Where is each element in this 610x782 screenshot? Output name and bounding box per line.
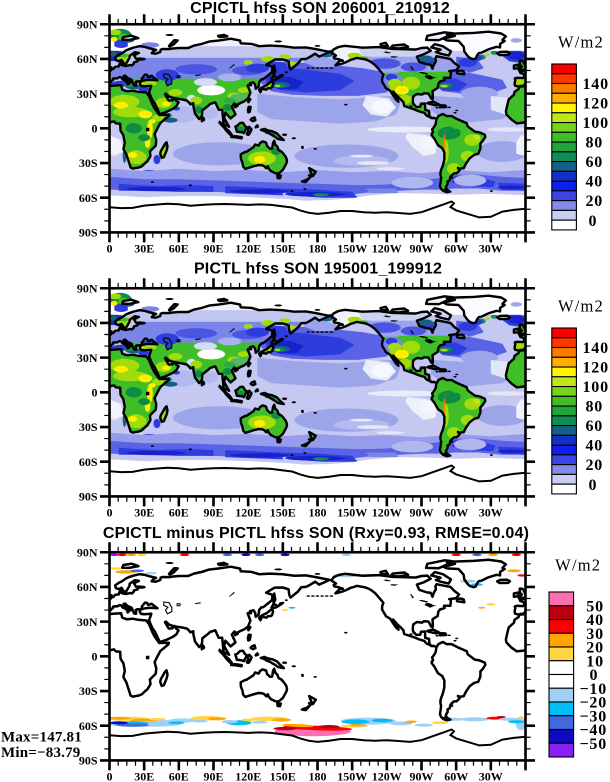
svg-text:−20: −20 [580, 695, 608, 712]
svg-text:30E: 30E [134, 769, 154, 782]
svg-text:30N: 30N [77, 87, 98, 101]
svg-text:120E: 120E [235, 241, 261, 255]
svg-text:W/m2: W/m2 [555, 556, 601, 575]
svg-text:180: 180 [309, 505, 327, 519]
svg-text:30S: 30S [79, 420, 98, 434]
svg-text:90E: 90E [203, 241, 223, 255]
svg-text:90W: 90W [410, 241, 434, 255]
svg-text:60: 60 [586, 154, 604, 171]
svg-text:60W: 60W [444, 505, 468, 519]
svg-text:90E: 90E [203, 769, 223, 782]
svg-text:60: 60 [586, 418, 604, 435]
svg-text:CPICTL hfss SON 206001_210912: CPICTL hfss SON 206001_210912 [190, 0, 450, 17]
svg-text:60N: 60N [77, 316, 98, 330]
svg-text:90N: 90N [77, 281, 98, 295]
svg-text:20: 20 [586, 193, 604, 210]
svg-text:40: 40 [586, 438, 604, 455]
svg-text:140: 140 [583, 76, 609, 93]
svg-text:140: 140 [583, 340, 609, 357]
svg-text:0: 0 [92, 650, 98, 664]
svg-text:30W: 30W [479, 769, 503, 782]
svg-text:80: 80 [586, 399, 604, 416]
svg-text:120: 120 [583, 360, 609, 377]
svg-text:90W: 90W [410, 505, 434, 519]
svg-text:60E: 60E [169, 769, 189, 782]
svg-text:150E: 150E [270, 769, 296, 782]
svg-text:30S: 30S [79, 156, 98, 170]
svg-text:Min=−83.79: Min=−83.79 [1, 745, 81, 761]
svg-text:−40: −40 [580, 722, 608, 739]
svg-text:120E: 120E [235, 769, 261, 782]
svg-text:120W: 120W [372, 241, 402, 255]
svg-text:60W: 60W [444, 241, 468, 255]
svg-text:100: 100 [583, 115, 609, 132]
svg-text:120W: 120W [372, 505, 402, 519]
svg-text:120W: 120W [372, 769, 402, 782]
svg-text:60E: 60E [169, 505, 189, 519]
svg-text:100: 100 [583, 379, 609, 396]
svg-text:Max=147.81: Max=147.81 [1, 730, 82, 746]
svg-text:30W: 30W [479, 241, 503, 255]
svg-text:0: 0 [590, 667, 599, 684]
svg-text:CPICTL minus PICTL hfss SON (R: CPICTL minus PICTL hfss SON (Rxy=0.93, R… [103, 525, 529, 542]
svg-text:90E: 90E [203, 505, 223, 519]
svg-text:0: 0 [107, 241, 113, 255]
svg-text:30W: 30W [479, 505, 503, 519]
svg-text:0: 0 [589, 213, 598, 230]
svg-text:30: 30 [586, 626, 604, 643]
svg-text:W/m2: W/m2 [558, 33, 604, 52]
svg-text:90N: 90N [77, 17, 98, 31]
svg-text:90N: 90N [77, 546, 98, 560]
svg-text:60N: 60N [77, 52, 98, 66]
svg-text:60N: 60N [77, 580, 98, 594]
svg-text:90S: 90S [79, 490, 98, 504]
svg-text:150W: 150W [337, 769, 367, 782]
svg-text:90W: 90W [410, 769, 434, 782]
svg-text:90S: 90S [79, 754, 98, 768]
svg-text:80: 80 [586, 135, 604, 152]
svg-text:−30: −30 [580, 708, 608, 725]
svg-text:90S: 90S [79, 226, 98, 240]
svg-text:60E: 60E [169, 241, 189, 255]
svg-text:150E: 150E [270, 241, 296, 255]
svg-text:60S: 60S [79, 719, 98, 733]
svg-text:20: 20 [586, 640, 604, 657]
svg-text:30E: 30E [134, 241, 154, 255]
svg-text:20: 20 [586, 457, 604, 474]
svg-text:30N: 30N [77, 351, 98, 365]
svg-text:30S: 30S [79, 684, 98, 698]
svg-text:0: 0 [92, 386, 98, 400]
svg-text:0: 0 [107, 769, 113, 782]
svg-text:180: 180 [309, 241, 327, 255]
svg-text:30E: 30E [134, 505, 154, 519]
svg-text:0: 0 [92, 122, 98, 136]
svg-text:120: 120 [583, 96, 609, 113]
svg-text:0: 0 [107, 505, 113, 519]
svg-text:−50: −50 [580, 736, 608, 753]
svg-text:−10: −10 [580, 681, 608, 698]
svg-text:0: 0 [589, 477, 598, 494]
svg-text:W/m2: W/m2 [558, 297, 604, 316]
svg-text:40: 40 [586, 174, 604, 191]
svg-text:60S: 60S [79, 191, 98, 205]
svg-text:40: 40 [586, 612, 604, 629]
svg-text:150W: 150W [337, 241, 367, 255]
svg-text:50: 50 [586, 598, 604, 615]
svg-text:120E: 120E [235, 505, 261, 519]
svg-text:150W: 150W [337, 505, 367, 519]
svg-text:PICTL hfss SON 195001_199912: PICTL hfss SON 195001_199912 [194, 261, 442, 278]
svg-text:30N: 30N [77, 615, 98, 629]
svg-text:10: 10 [586, 653, 604, 670]
svg-text:60W: 60W [444, 769, 468, 782]
svg-text:180: 180 [309, 769, 327, 782]
svg-text:150E: 150E [270, 505, 296, 519]
svg-text:60S: 60S [79, 455, 98, 469]
